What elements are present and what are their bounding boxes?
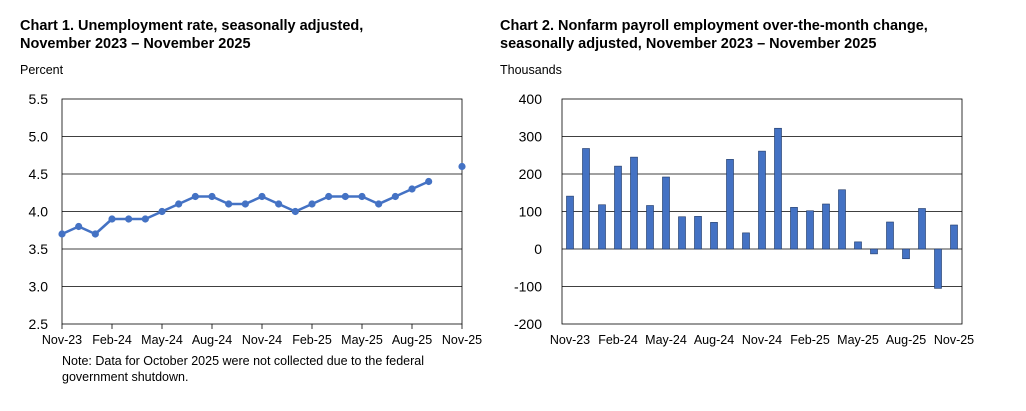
data-point: [325, 192, 333, 201]
bar: [630, 156, 638, 250]
data-point: [358, 192, 366, 201]
bar: [662, 176, 670, 250]
bar: [742, 232, 750, 250]
bar: [918, 208, 926, 250]
bar: [678, 216, 686, 250]
data-point: [341, 192, 349, 201]
x-tick-label: May-25: [837, 333, 879, 347]
data-point: [391, 192, 399, 201]
x-tick-label: Nov-24: [242, 333, 282, 347]
bar: [566, 195, 574, 250]
x-tick-label: May-24: [141, 333, 183, 347]
bar: [710, 222, 718, 250]
data-point: [291, 207, 299, 216]
x-tick-label: Nov-23: [550, 333, 590, 347]
bar: [934, 248, 942, 289]
x-tick-label: Aug-24: [192, 333, 232, 347]
data-point: [275, 200, 283, 208]
bar: [598, 204, 606, 250]
bar: [822, 203, 830, 250]
chart-2-title: Chart 2. Nonfarm payroll employment over…: [500, 17, 928, 53]
bar: [582, 148, 590, 250]
chart-2-y-axis-label: Thousands: [500, 63, 562, 77]
data-point: [375, 200, 383, 208]
bar: [806, 210, 814, 250]
bar: [758, 150, 766, 250]
data-point: [241, 200, 249, 208]
bar: [886, 221, 894, 250]
data-point: [108, 215, 116, 223]
data-point: [191, 192, 199, 201]
x-tick-label: May-25: [341, 333, 383, 347]
y-tick-label: -200: [514, 316, 542, 332]
unemployment-rate-chart: Chart 1. Unemployment rate, seasonally a…: [0, 0, 500, 411]
chart-2-title-line-1: Chart 2. Nonfarm payroll employment over…: [500, 18, 928, 34]
bar: [694, 216, 702, 250]
x-tick-label: Feb-25: [292, 333, 332, 347]
x-tick-label: Nov-23: [42, 333, 82, 347]
plot-border: [561, 98, 963, 325]
x-tick-label: Nov-24: [742, 333, 782, 347]
data-point: [91, 230, 99, 238]
x-tick-label: Aug-25: [886, 333, 926, 347]
bar-chart-plot: 400 300 200 100 0 -100 -200 Nov-23 Feb-24 May-24 A…: [514, 91, 974, 347]
y-tick-label: 400: [519, 91, 543, 107]
nonfarm-payroll-chart: Chart 2. Nonfarm payroll employment over…: [500, 0, 1026, 411]
series-line: [61, 180, 430, 236]
bar: [646, 205, 654, 250]
x-tick-label: Aug-24: [694, 333, 734, 347]
data-point: [75, 222, 83, 231]
chart-1-note: Note: Data for October 2025 were not col…: [62, 354, 425, 384]
data-point: [425, 177, 433, 186]
x-tick-label: May-24: [645, 333, 687, 347]
data-point: [208, 192, 216, 201]
y-tick-label: -100: [514, 279, 542, 295]
data-point: [141, 215, 149, 223]
data-point: [58, 230, 66, 238]
bar: [902, 248, 910, 260]
chart-1-title-line-2: November 2023 – November 2025: [20, 36, 251, 52]
bar: [950, 224, 958, 250]
x-tick-label: Feb-24: [92, 333, 132, 347]
bar: [854, 241, 862, 250]
bar: [614, 165, 622, 250]
x-tick-label: Nov-25: [442, 333, 482, 347]
chart-1-y-axis-label: Percent: [20, 63, 64, 77]
chart-1-title: Chart 1. Unemployment rate, seasonally a…: [20, 17, 363, 53]
x-tick-label: Feb-25: [790, 333, 830, 347]
chart-2-title-line-2: seasonally adjusted, November 2023 – Nov…: [500, 36, 877, 52]
chart-1-title-line-1: Chart 1. Unemployment rate, seasonally a…: [20, 18, 364, 34]
data-point: [175, 200, 183, 208]
data-point: [125, 215, 133, 223]
data-point: [458, 162, 466, 171]
y-tick-label: 100: [519, 204, 543, 220]
y-tick-label: 2.5: [29, 316, 49, 332]
data-point: [308, 200, 316, 208]
bar: [774, 127, 782, 250]
data-point: [258, 192, 266, 201]
bar: [838, 189, 846, 250]
y-tick-label: 3.5: [29, 241, 49, 257]
x-tick-label: Nov-25: [934, 333, 974, 347]
data-point: [225, 200, 233, 208]
bar: [870, 248, 878, 255]
y-tick-label: 5.5: [29, 91, 49, 107]
bar: [726, 159, 734, 250]
y-tick-label: 300: [519, 129, 543, 145]
y-tick-label: 3.0: [29, 279, 49, 295]
x-tick-label: Feb-24: [598, 333, 638, 347]
y-tick-label: 5.0: [29, 129, 49, 145]
line-chart-plot: 2.5 3.0 3.5 4.0 4.5 5.0 5.5 Nov-23 Feb-24 May-24 A…: [29, 91, 483, 347]
y-tick-label: 0: [534, 241, 542, 257]
y-tick-label: 4.0: [29, 204, 49, 220]
data-point: [408, 185, 416, 193]
bar: [790, 207, 798, 250]
data-point: [158, 207, 166, 216]
y-tick-label: 200: [519, 166, 543, 182]
x-tick-label: Aug-25: [392, 333, 432, 347]
y-tick-label: 4.5: [29, 166, 49, 182]
